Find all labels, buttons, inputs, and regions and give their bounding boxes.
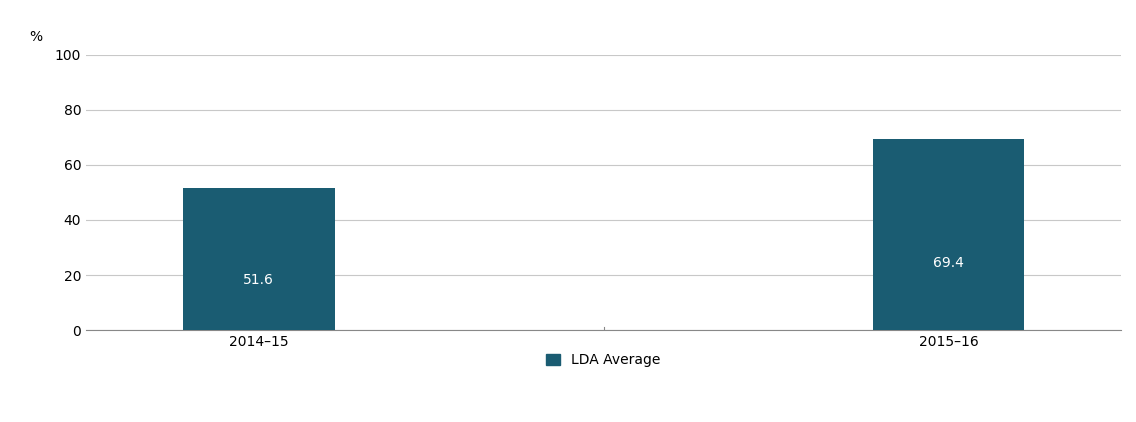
Legend: LDA Average: LDA Average [541, 348, 667, 373]
Text: 51.6: 51.6 [243, 273, 274, 287]
Text: 69.4: 69.4 [933, 256, 964, 270]
Bar [183, 188, 334, 330]
Bar [872, 139, 1025, 330]
Text: %: % [30, 30, 42, 43]
